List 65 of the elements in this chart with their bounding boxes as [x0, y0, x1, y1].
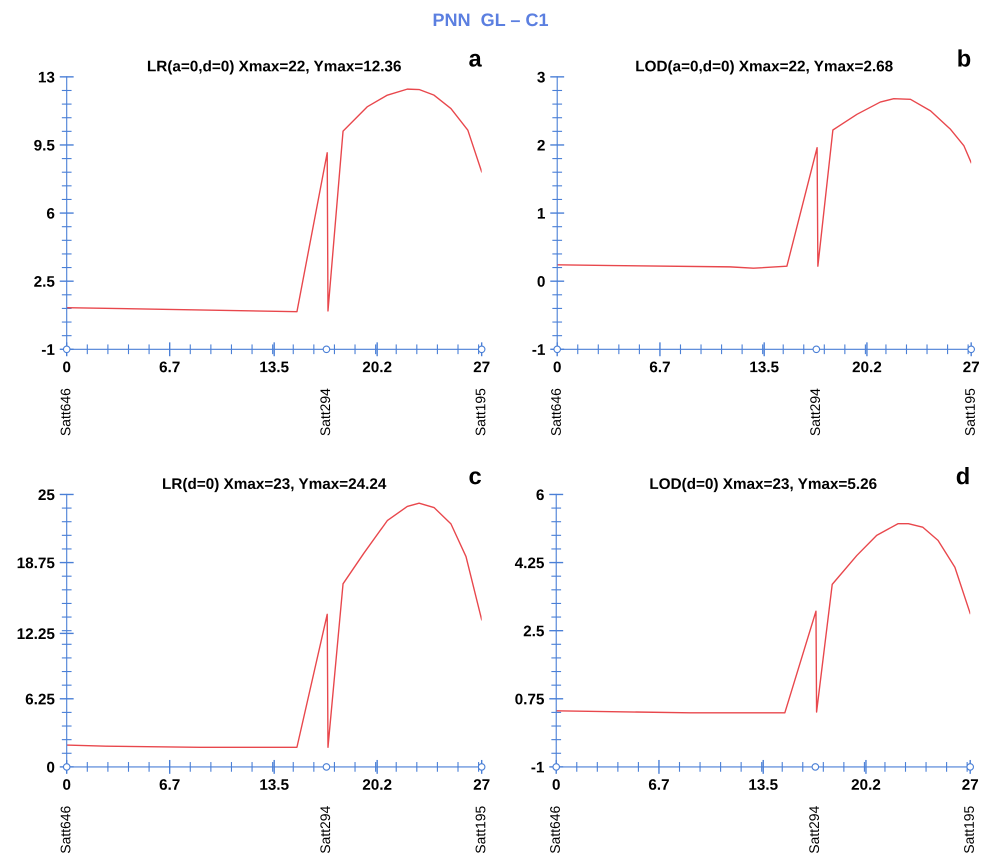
- x-tick-label: 13.5: [749, 779, 778, 790]
- x-tick-label: 13.5: [750, 361, 779, 372]
- chart-title: LOD(d=0) Xmax=23, Ymax=5.26: [650, 478, 877, 492]
- data-label: Satt195: [965, 388, 975, 436]
- x-tick-label: 20.2: [852, 361, 882, 372]
- x-tick-label: 13.5: [260, 779, 289, 790]
- x-tick-label: 20.2: [852, 779, 880, 790]
- y-tick-label: 18.75: [18, 557, 54, 568]
- y-tick-label: 0: [47, 762, 54, 773]
- data-label: Satt646: [551, 388, 561, 436]
- x-tick-label: 0: [63, 361, 70, 372]
- chart-title: LR(d=0) Xmax=23, Ymax=24.24: [163, 478, 386, 492]
- x-tick-label: 6.7: [160, 361, 180, 372]
- y-tick-label: 6: [46, 208, 54, 219]
- x-tick-label: 0: [554, 361, 561, 372]
- x-tick-label: 13.5: [260, 361, 289, 372]
- y-tick-label: 3: [537, 72, 545, 83]
- y-tick-label: -1: [42, 344, 54, 355]
- line-series: [556, 522, 970, 714]
- data-label: Satt195: [476, 806, 486, 854]
- x-tick-label: 20.2: [362, 779, 392, 790]
- y-tick-label: 6: [536, 489, 544, 500]
- y-tick-label: 1: [538, 208, 545, 219]
- y-tick-label: 25: [38, 489, 54, 500]
- text: d: [956, 467, 969, 484]
- data-label: Satt646: [60, 806, 70, 854]
- y-tick-label: 2.5: [34, 276, 54, 287]
- y-tick-label: 9.5: [34, 140, 54, 151]
- x-tick-label: 6.7: [648, 779, 669, 790]
- y-tick-label: 0.75: [515, 694, 544, 704]
- line-series: [557, 98, 972, 269]
- x-tick-label: 27: [963, 361, 980, 372]
- y-tick-label: 13: [38, 72, 54, 83]
- x-tick-label: 0: [63, 779, 70, 790]
- data-label: Satt294: [809, 806, 820, 854]
- x-tick-label: 27: [962, 779, 978, 790]
- data-label: Satt195: [964, 806, 974, 854]
- line-series: [66, 88, 482, 312]
- text: b: [958, 49, 970, 67]
- x-tick-label: 27: [474, 361, 490, 372]
- y-tick-label: -1: [531, 762, 544, 772]
- line-series: [66, 502, 482, 748]
- y-tick-label: 0: [538, 276, 545, 287]
- y-tick-label: -1: [532, 344, 545, 355]
- x-tick-label: 20.2: [362, 361, 392, 372]
- x-tick-label: 6.7: [650, 361, 670, 372]
- y-tick-label: 6.25: [26, 694, 54, 704]
- y-tick-label: 4.25: [514, 557, 544, 568]
- x-tick-label: 0: [552, 779, 560, 790]
- data-label: Satt294: [320, 388, 330, 436]
- text: c: [469, 471, 481, 484]
- data-label: Satt646: [60, 388, 70, 436]
- x-tick-label: 27: [474, 779, 490, 790]
- data-label: Satt294: [320, 806, 330, 854]
- data-label: Satt646: [550, 806, 560, 854]
- y-tick-label: 2: [537, 140, 545, 150]
- x-tick-label: 6.7: [160, 779, 180, 790]
- chart-title: LR(a=0,d=0) Xmax=22, Ymax=12.36: [148, 60, 401, 74]
- data-label: Satt195: [476, 388, 486, 436]
- y-tick-label: 12.25: [18, 628, 54, 640]
- chart-title: LOD(a=0,d=0) Xmax=22, Ymax=2.68: [636, 60, 893, 74]
- text: a: [469, 54, 482, 67]
- text: PNN GL – C1: [434, 13, 548, 26]
- y-tick-label: 2.5: [524, 626, 544, 636]
- data-label: Satt294: [810, 388, 820, 436]
